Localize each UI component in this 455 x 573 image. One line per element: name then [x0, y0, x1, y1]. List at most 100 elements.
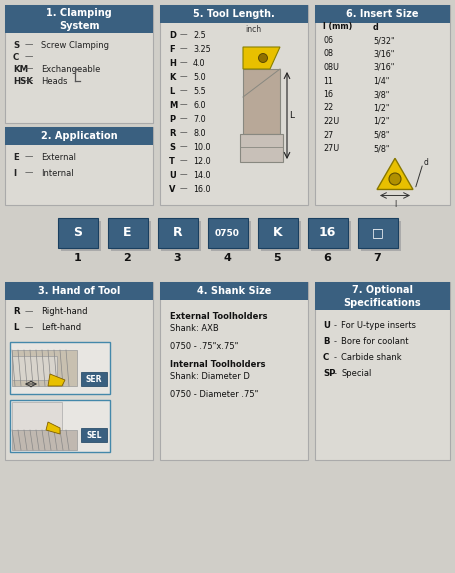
Bar	[57, 218, 97, 248]
Bar	[5, 282, 153, 460]
Bar	[308, 218, 348, 248]
Text: R: R	[13, 308, 20, 316]
Text: —: —	[25, 65, 33, 73]
Text: 14.0: 14.0	[193, 171, 211, 179]
Text: SP: SP	[323, 370, 335, 379]
Text: —: —	[179, 87, 187, 96]
Text: K: K	[273, 226, 282, 240]
Bar	[12, 350, 77, 386]
Text: 3. Hand of Tool: 3. Hand of Tool	[38, 286, 120, 296]
Bar	[261, 221, 300, 251]
Text: 4: 4	[223, 253, 232, 263]
Text: 7: 7	[374, 253, 381, 263]
Text: 08: 08	[323, 49, 333, 58]
Text: 08U: 08U	[323, 63, 339, 72]
Text: —: —	[179, 156, 187, 166]
Text: —: —	[179, 58, 187, 68]
Text: 16: 16	[323, 90, 333, 99]
Text: P: P	[169, 115, 175, 124]
Text: Shank: Diameter D: Shank: Diameter D	[170, 372, 250, 381]
Ellipse shape	[258, 53, 268, 62]
Text: V: V	[169, 185, 176, 194]
Text: —: —	[179, 128, 187, 138]
Text: Screw Clamping: Screw Clamping	[41, 41, 109, 49]
Bar	[81, 372, 107, 386]
Text: 4. Shank Size: 4. Shank Size	[197, 286, 271, 296]
Text: —: —	[25, 152, 33, 162]
Bar	[160, 282, 308, 300]
Bar	[160, 5, 308, 23]
Bar	[160, 5, 308, 205]
Bar	[240, 134, 283, 162]
Text: 22: 22	[323, 104, 333, 112]
Text: L: L	[289, 111, 294, 120]
Text: 4.0: 4.0	[193, 58, 206, 68]
Text: —: —	[179, 171, 187, 179]
Bar	[5, 5, 153, 123]
Bar	[10, 400, 110, 452]
Text: —: —	[25, 53, 33, 61]
Polygon shape	[377, 158, 413, 190]
Text: -: -	[334, 370, 337, 379]
Text: S: S	[169, 143, 175, 151]
Bar	[10, 342, 110, 394]
Text: 16.0: 16.0	[193, 185, 211, 194]
Text: 8.0: 8.0	[193, 128, 206, 138]
Text: 6. Insert Size: 6. Insert Size	[346, 9, 419, 19]
Text: E: E	[13, 152, 19, 162]
Text: 1: 1	[74, 253, 81, 263]
Text: M: M	[169, 100, 177, 109]
Text: F: F	[169, 45, 175, 53]
Bar	[107, 218, 147, 248]
Bar	[5, 127, 153, 205]
Text: 10.0: 10.0	[193, 143, 211, 151]
Bar	[12, 356, 57, 380]
Text: 0750 - Diameter .75": 0750 - Diameter .75"	[170, 390, 258, 399]
Text: 1. Clamping: 1. Clamping	[46, 9, 112, 18]
Bar	[315, 5, 450, 23]
Text: R: R	[173, 226, 182, 240]
Text: 5. Tool Length.: 5. Tool Length.	[193, 9, 275, 19]
Text: For U-type inserts: For U-type inserts	[341, 321, 416, 331]
Text: C: C	[13, 53, 19, 61]
Text: Bore for coolant: Bore for coolant	[341, 337, 409, 347]
Text: S: S	[13, 41, 19, 49]
Bar	[258, 218, 298, 248]
Text: 27: 27	[323, 131, 333, 139]
Text: R: R	[169, 128, 176, 138]
Text: L: L	[169, 87, 174, 96]
Bar	[61, 221, 101, 251]
Text: 1/2": 1/2"	[373, 104, 389, 112]
Text: External: External	[41, 152, 76, 162]
Text: 3/16": 3/16"	[373, 63, 394, 72]
Text: □: □	[372, 226, 384, 240]
Text: —: —	[25, 168, 33, 178]
Text: Right-hand: Right-hand	[41, 308, 87, 316]
Text: —: —	[25, 77, 33, 85]
Text: SER: SER	[86, 375, 102, 383]
Text: Shank: AXB: Shank: AXB	[170, 324, 219, 333]
Circle shape	[389, 173, 401, 185]
Text: 5: 5	[274, 253, 281, 263]
Bar	[315, 5, 450, 205]
Text: inch: inch	[245, 25, 261, 33]
Bar	[360, 221, 400, 251]
Bar	[111, 221, 151, 251]
Text: —: —	[25, 41, 33, 49]
Text: -: -	[334, 354, 337, 363]
Text: 12.0: 12.0	[193, 156, 211, 166]
Text: —: —	[179, 30, 187, 40]
Bar	[12, 402, 62, 430]
Text: Left-hand: Left-hand	[41, 324, 81, 332]
Bar	[5, 282, 153, 300]
Bar	[315, 282, 450, 460]
Text: 1/4": 1/4"	[373, 77, 389, 85]
Bar	[12, 430, 77, 450]
Text: —: —	[179, 100, 187, 109]
Bar	[160, 282, 308, 460]
Text: l (mm): l (mm)	[323, 22, 352, 32]
Text: 2.5: 2.5	[193, 30, 206, 40]
Bar	[81, 428, 107, 442]
Bar	[310, 221, 350, 251]
Bar	[315, 282, 450, 310]
